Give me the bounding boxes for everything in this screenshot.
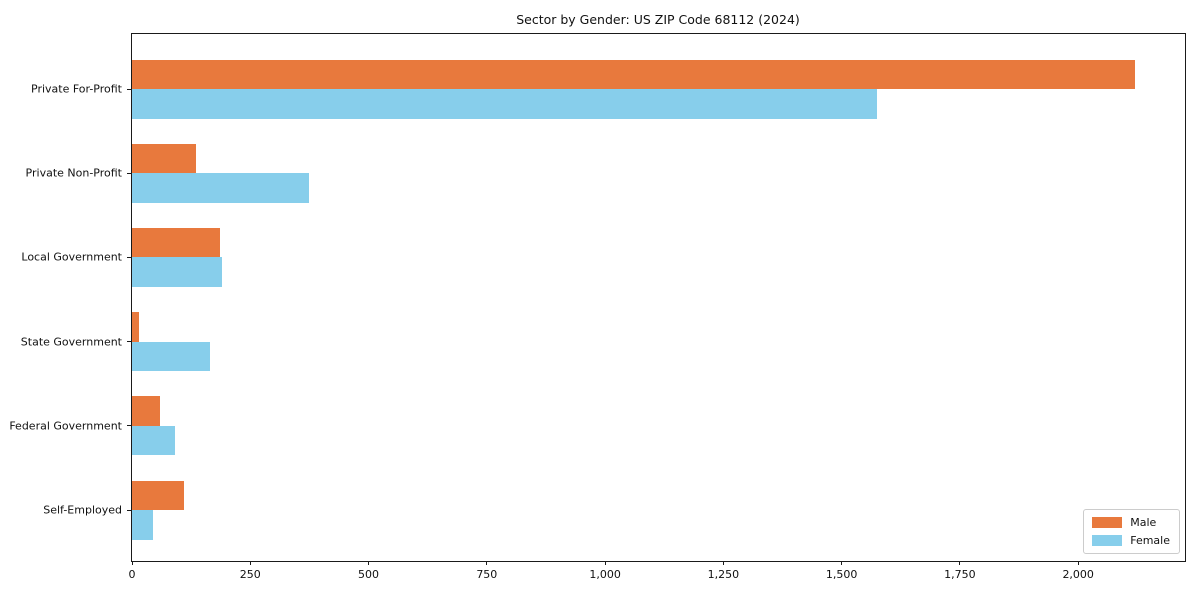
x-axis-tick bbox=[959, 561, 961, 565]
chart-title: Sector by Gender: US ZIP Code 68112 (202… bbox=[516, 12, 800, 27]
x-axis-tick bbox=[131, 561, 133, 565]
bar-female bbox=[132, 510, 154, 540]
bar-female bbox=[132, 341, 211, 372]
x-axis-tick-label: 750 bbox=[476, 568, 498, 581]
x-axis-tick bbox=[249, 561, 251, 565]
y-category-label: Private Non-Profit bbox=[25, 166, 122, 180]
bar-male bbox=[132, 227, 220, 258]
legend-swatch-female bbox=[1092, 535, 1123, 546]
legend-item-male: Male bbox=[1092, 516, 1170, 529]
y-category-label: State Government bbox=[20, 335, 122, 349]
legend: Male Female bbox=[1083, 509, 1180, 554]
bar-male bbox=[132, 480, 185, 510]
bar-female bbox=[132, 257, 222, 287]
bar-male bbox=[132, 396, 161, 426]
x-axis-tick-label: 1,750 bbox=[944, 568, 976, 581]
y-axis-tick bbox=[127, 256, 132, 258]
legend-item-female: Female bbox=[1092, 534, 1170, 547]
y-category-label: Private For-Profit bbox=[31, 82, 122, 96]
y-axis-tick bbox=[127, 88, 132, 90]
x-axis-tick-label: 0 bbox=[128, 568, 136, 581]
x-axis-tick bbox=[841, 561, 843, 565]
bar-male bbox=[132, 312, 140, 342]
x-axis-tick bbox=[486, 561, 488, 565]
y-category-label: Self-Employed bbox=[43, 503, 122, 517]
y-axis-tick bbox=[127, 341, 132, 343]
legend-swatch-male bbox=[1092, 517, 1123, 528]
plot-area: Male Female Private For-Profit Private No… bbox=[9, 33, 1186, 581]
x-axis-tick-label: 1,250 bbox=[707, 568, 740, 581]
y-category-label: Local Government bbox=[21, 250, 122, 264]
x-axis-tick bbox=[1077, 561, 1079, 565]
x-axis-tick-label: 1,000 bbox=[589, 568, 621, 581]
y-axis-tick bbox=[127, 172, 132, 174]
bar-female bbox=[132, 173, 310, 203]
x-axis-tick-label: 250 bbox=[239, 568, 261, 581]
x-axis-tick bbox=[368, 561, 370, 565]
x-axis-tick bbox=[722, 561, 724, 565]
y-axis-tick bbox=[127, 425, 132, 427]
legend-label-female: Female bbox=[1130, 534, 1170, 547]
bar-male bbox=[132, 143, 196, 174]
bar-male bbox=[132, 59, 1135, 89]
bar-female bbox=[132, 89, 878, 119]
x-axis-tick-label: 2,000 bbox=[1062, 568, 1094, 581]
y-axis-tick bbox=[127, 509, 132, 511]
bar-female bbox=[132, 425, 175, 456]
x-axis-tick-label: 1,500 bbox=[825, 568, 858, 581]
x-axis-tick-label: 500 bbox=[358, 568, 380, 581]
y-category-label: Federal Government bbox=[9, 419, 122, 433]
legend-label-male: Male bbox=[1130, 516, 1157, 529]
x-axis-tick bbox=[604, 561, 606, 565]
